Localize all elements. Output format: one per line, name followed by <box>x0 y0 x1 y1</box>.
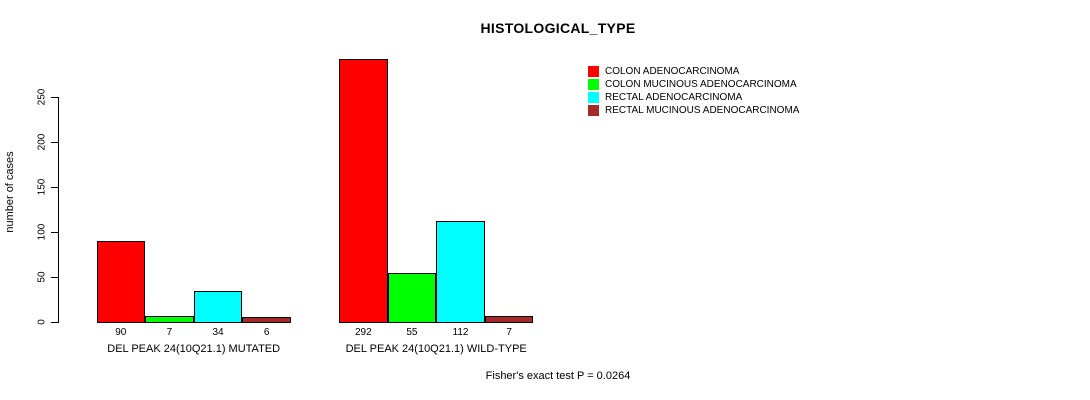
y-tick-mark <box>51 322 58 323</box>
legend-item: RECTAL ADENOCARCINOMA <box>588 91 799 104</box>
legend-item: RECTAL MUCINOUS ADENOCARCINOMA <box>588 104 799 117</box>
bar-value-label: 6 <box>263 327 270 338</box>
chart-title: HISTOLOGICAL_TYPE <box>480 20 636 36</box>
y-tick-label: 50 <box>36 271 48 283</box>
group-label: DEL PEAK 24(10Q21.1) MUTATED <box>107 343 281 355</box>
legend-label: COLON MUCINOUS ADENOCARCINOMA <box>605 78 797 90</box>
y-tick-label: 150 <box>36 178 48 196</box>
y-axis-label: number of cases <box>4 151 16 233</box>
y-tick-mark <box>51 232 58 233</box>
bar <box>145 315 194 323</box>
bar <box>484 315 534 323</box>
legend-swatch <box>588 78 599 90</box>
bar-value-label: 7 <box>166 327 173 338</box>
bar <box>96 241 146 323</box>
bar-value-label: 112 <box>452 327 469 338</box>
y-tick-mark <box>51 142 58 143</box>
y-tick-mark <box>51 277 58 278</box>
legend-swatch <box>588 91 599 103</box>
bar <box>339 59 388 323</box>
y-axis-line <box>58 97 59 323</box>
legend-item: COLON ADENOCARCINOMA <box>588 65 799 78</box>
bar <box>242 316 291 323</box>
bar-value-label: 55 <box>406 327 418 338</box>
group-label: DEL PEAK 24(10Q21.1) WILD-TYPE <box>345 343 527 355</box>
bar <box>193 291 243 323</box>
y-tick-label: 100 <box>36 223 48 241</box>
legend-item: COLON MUCINOUS ADENOCARCINOMA <box>588 78 799 91</box>
footer-note: Fisher's exact test P = 0.0264 <box>485 370 631 382</box>
y-tick-label: 250 <box>36 88 48 106</box>
y-tick-label: 0 <box>36 319 48 325</box>
bar-value-label: 292 <box>354 327 372 338</box>
legend-label: RECTAL ADENOCARCINOMA <box>605 91 743 103</box>
legend-swatch <box>588 104 599 116</box>
y-tick-label: 200 <box>36 133 48 151</box>
bar-value-label: 90 <box>115 327 127 338</box>
bar <box>436 221 485 323</box>
bar-value-label: 34 <box>212 327 224 338</box>
legend: COLON ADENOCARCINOMA COLON MUCINOUS ADENO… <box>588 65 799 117</box>
legend-swatch <box>588 65 599 77</box>
legend-label: RECTAL MUCINOUS ADENOCARCINOMA <box>605 104 800 116</box>
y-tick-mark <box>51 97 58 98</box>
y-tick-mark <box>51 187 58 188</box>
legend-label: COLON ADENOCARCINOMA <box>605 65 740 77</box>
bar <box>387 272 437 323</box>
bar-value-label: 7 <box>506 327 512 338</box>
